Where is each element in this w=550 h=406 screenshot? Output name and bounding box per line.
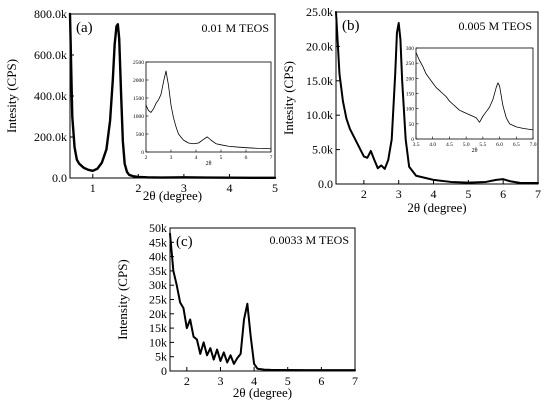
inset-x-tick-label: 7.0: [530, 142, 537, 148]
y-tick-label: 25k: [149, 293, 167, 307]
x-tick-label: 6: [318, 374, 324, 388]
inset-x-tick-label: 2: [145, 155, 148, 161]
inset-y-tick-label: 200: [406, 76, 415, 82]
y-tick-label: 5.0k: [312, 143, 333, 157]
inset-y-tick-label: 1500: [133, 96, 144, 102]
y-tick-label: 50k: [149, 221, 167, 235]
inset-x-tick-label: 5.5: [479, 142, 486, 148]
x-tick-label: 2: [361, 187, 367, 201]
inset-x-axis-title: 2θ: [206, 161, 212, 167]
y-tick-label: 15.0k: [306, 74, 333, 88]
panel-annotation: 0.0033 M TEOS: [270, 233, 349, 247]
x-tick-label: 3: [396, 187, 402, 201]
panel-letter: (c): [176, 234, 193, 250]
inset-x-tick-label: 4.5: [446, 142, 453, 148]
x-tick-label: 6: [500, 187, 506, 201]
y-axis-title: Intesity (CPS): [281, 61, 296, 135]
inset-x-tick-label: 6: [245, 155, 248, 161]
inset-frame: [415, 47, 534, 140]
plot-frame: [169, 227, 356, 372]
series-line-0: [169, 232, 356, 372]
y-tick-label: 25.0k: [306, 5, 333, 19]
inset-y-tick-label: 2000: [133, 78, 144, 84]
panel-letter: (b): [342, 18, 360, 34]
y-tick-label: 800.0k: [34, 7, 67, 21]
x-tick-label: 4: [226, 181, 232, 195]
inset-series-line: [145, 70, 272, 150]
inset-plot: 2 3 4 5 6 7 0 500 1000 1500 2000 2500 2θ: [133, 60, 273, 167]
x-tick-label: 3: [181, 181, 187, 195]
y-tick-label: 40k: [149, 250, 167, 264]
y-tick-label: 35k: [149, 264, 167, 278]
inset-y-tick-label: 2500: [133, 60, 144, 66]
x-axis-title: 2θ (degree): [407, 200, 466, 215]
y-tick-label: 30k: [149, 278, 167, 292]
x-tick-label: 2: [135, 181, 141, 195]
inset-x-tick-label: 6.0: [496, 142, 503, 148]
plot-frame: [335, 11, 539, 185]
inset-y-tick-label: 300: [406, 46, 415, 52]
x-tick-label: 1: [90, 181, 96, 195]
inset-x-tick-label: 4: [195, 155, 198, 161]
x-tick-label: 7: [535, 187, 541, 201]
inset-y-tick-label: 50: [409, 122, 415, 128]
inset-y-tick-label: 1000: [133, 114, 144, 120]
x-tick-label: 5: [272, 181, 278, 195]
y-tick-label: 10k: [149, 335, 167, 349]
x-tick-label: 4: [251, 374, 257, 388]
inset-x-tick-label: 3: [170, 155, 173, 161]
x-tick-label: 4: [431, 187, 437, 201]
series-line-0: [68, 12, 277, 179]
inset-x-tick-label: 6.5: [513, 142, 520, 148]
y-axis-title: Intensity (CPS): [115, 259, 130, 340]
inset-x-tick-label: 7: [270, 155, 273, 161]
inset-x-tick-label: 3.5: [413, 142, 420, 148]
x-tick-label: 7: [352, 374, 358, 388]
series-line-0: [335, 11, 539, 184]
y-tick-label: 0: [161, 364, 167, 378]
inset-x-tick-label: 4.0: [429, 142, 436, 148]
chart-panel-0: 1 2 3 4 5 0.0 200.0k 400.0k 600.0k 800.0k 2θ (degr…: [4, 7, 278, 203]
panel-letter: (a): [76, 20, 93, 36]
x-tick-label: 2: [184, 374, 190, 388]
y-tick-label: 10.0k: [306, 108, 333, 122]
y-tick-label: 20k: [149, 307, 167, 321]
inset-y-tick-label: 0: [141, 150, 144, 156]
y-tick-label: 600.0k: [34, 48, 67, 62]
y-axis-title: Intesity (CPS): [4, 59, 19, 133]
x-tick-label: 3: [217, 374, 223, 388]
y-tick-label: 45k: [149, 235, 167, 249]
y-tick-label: 20.0k: [306, 39, 333, 53]
inset-y-tick-label: 250: [406, 61, 415, 67]
inset-series-line: [415, 52, 534, 131]
x-axis-title: 2θ (degree): [233, 385, 292, 400]
y-tick-label: 5k: [155, 350, 167, 364]
x-tick-label: 5: [465, 187, 471, 201]
y-tick-label: 0.0: [318, 177, 333, 191]
y-tick-label: 200.0k: [34, 130, 67, 144]
y-tick-label: 15k: [149, 321, 167, 335]
chart-panel-1: 2 3 4 5 6 7 0.0 5.0k 10.0k 15.0k 20.0k 25.0k 2θ (deg…: [281, 5, 541, 215]
inset-x-tick-label: 5.0: [463, 142, 470, 148]
panel-annotation: 0.01 M TEOS: [202, 21, 269, 35]
inset-plot: 3.5 4.0 4.5 5.0 5.5 6.0 6.5 7.0 0 50 100 150 200 250 3…: [406, 46, 537, 154]
y-tick-label: 400.0k: [34, 89, 67, 103]
inset-y-tick-label: 500: [136, 132, 145, 138]
inset-x-tick-label: 5: [220, 155, 223, 161]
inset-y-tick-label: 100: [406, 107, 415, 113]
y-tick-label: 0.0: [52, 171, 67, 185]
inset-x-axis-title: 2θ: [472, 148, 478, 154]
inset-y-tick-label: 150: [406, 92, 415, 98]
panel-annotation: 0.005 M TEOS: [459, 19, 532, 33]
inset-y-tick-label: 0: [411, 137, 414, 143]
x-tick-label: 5: [285, 374, 291, 388]
x-axis-title: 2θ (degree): [143, 188, 202, 203]
